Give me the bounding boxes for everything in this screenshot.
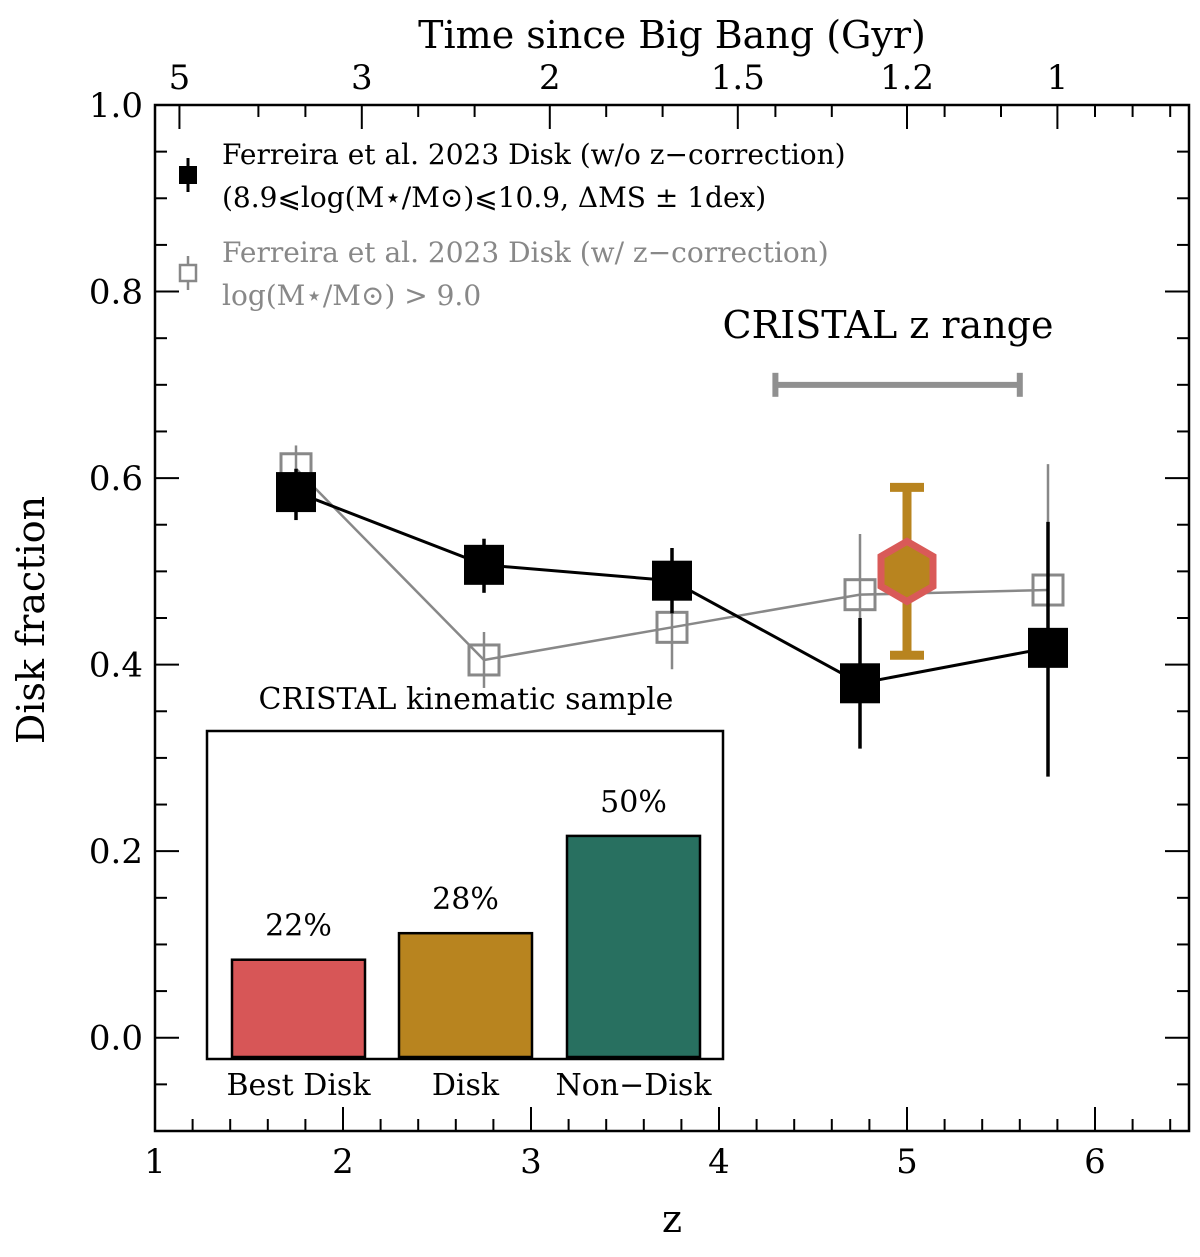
- inset-bar: [565, 834, 702, 1059]
- top-tick-label: 1.5: [711, 58, 765, 98]
- inset-bar-chart: CRISTAL kinematic sample 22% Best Disk 28%…: [205, 682, 725, 1103]
- inset-bar-value-label: 28%: [432, 882, 499, 917]
- cristal-z-range-label: CRISTAL z range: [723, 303, 1054, 347]
- y-tick-label: 0.8: [89, 273, 143, 313]
- top-tick-label: 1: [1047, 58, 1069, 98]
- data-point: [652, 560, 692, 601]
- data-point: [1028, 627, 1068, 668]
- inset-title: CRISTAL kinematic sample: [259, 682, 674, 717]
- data-point: [276, 472, 316, 513]
- top-tick-label: 1.2: [880, 58, 934, 98]
- inset-bar: [397, 931, 534, 1059]
- top-tick-label: 5: [169, 58, 191, 98]
- inset-category-label: Disk: [432, 1068, 500, 1103]
- top-tick-label: 2: [539, 58, 561, 98]
- x-tick-label: 4: [708, 1142, 730, 1182]
- axis-tick-labels: 1 2 3 4 5 6 0.0 0.2 0.4 0.6 0.8 1.0 5 3 2 1.5 1.2 1: [89, 58, 1106, 1182]
- x-tick-label: 3: [520, 1142, 542, 1182]
- y-tick-label: 0.4: [89, 646, 143, 686]
- inset-bar-value-label: 22%: [265, 909, 332, 944]
- inset-bar: [230, 958, 367, 1059]
- y-tick-label: 1.0: [89, 86, 143, 126]
- cristal-z-range-annotation: CRISTAL z range: [723, 303, 1054, 397]
- legend-marker-gray: [178, 256, 198, 290]
- cristal-hexagon-marker: [877, 537, 937, 606]
- data-point: [467, 643, 501, 677]
- y-axis-title: Disk fraction: [9, 496, 53, 744]
- legend: Ferreira et al. 2023 Disk (w/o z−correct…: [178, 138, 846, 312]
- legend-label-black-line2: (8.9⩽log(M⋆/M⊙)⩽10.9, ΔMS ± 1dex): [222, 181, 766, 214]
- top-axis-title: Time since Big Bang (Gyr): [418, 13, 926, 57]
- series-without-z-correction: [276, 468, 1068, 777]
- x-tick-label: 5: [896, 1142, 918, 1182]
- data-point: [655, 610, 689, 644]
- legend-label-gray-line2: log(M⋆/M⊙) > 9.0: [222, 279, 481, 312]
- inset-category-label: Best Disk: [226, 1068, 371, 1103]
- data-point: [843, 578, 877, 612]
- top-tick-label: 3: [351, 58, 373, 98]
- legend-label-black-line1: Ferreira et al. 2023 Disk (w/o z−correct…: [222, 138, 846, 171]
- cristal-point: [877, 482, 937, 660]
- axis-ticks: [154, 104, 1189, 1132]
- x-tick-label: 6: [1084, 1142, 1106, 1182]
- x-tick-label: 1: [144, 1142, 166, 1182]
- legend-marker-black: [179, 158, 197, 192]
- data-point: [464, 544, 504, 585]
- inset-bar-value-label: 50%: [600, 785, 667, 820]
- data-point: [840, 663, 880, 704]
- y-tick-label: 0.2: [89, 832, 143, 872]
- x-axis-title: z: [662, 1197, 682, 1241]
- legend-label-gray-line1: Ferreira et al. 2023 Disk (w/ z−correcti…: [222, 236, 829, 269]
- y-tick-label: 0.6: [89, 459, 143, 499]
- x-tick-label: 2: [332, 1142, 354, 1182]
- y-tick-label: 0.0: [89, 1019, 143, 1059]
- inset-bars: 22% Best Disk 28% Disk 50% Non−Disk: [226, 785, 712, 1103]
- inset-category-label: Non−Disk: [556, 1068, 713, 1103]
